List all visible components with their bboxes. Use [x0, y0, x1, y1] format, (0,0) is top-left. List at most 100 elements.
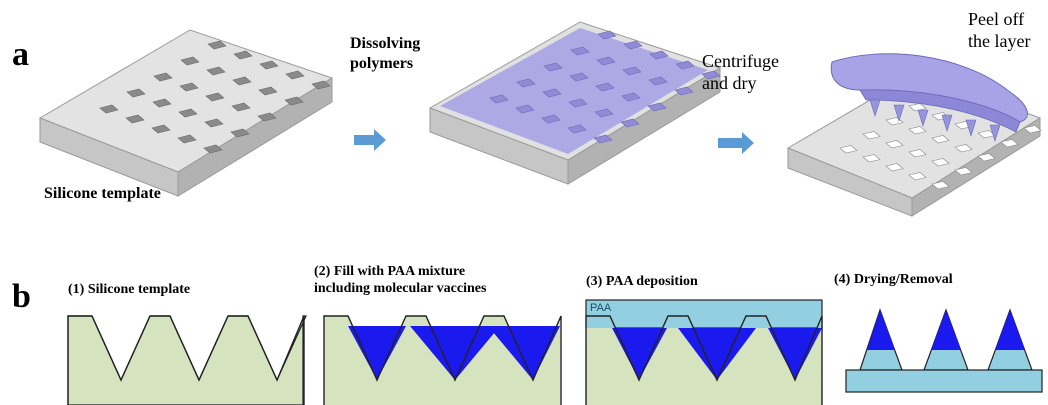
step-1-template: [67, 315, 307, 405]
well: [126, 88, 146, 98]
well: [205, 92, 225, 102]
well: [675, 60, 695, 70]
microneedle: [989, 124, 1001, 143]
paa-layer: [585, 299, 823, 329]
template-wells: [99, 40, 331, 154]
well: [180, 56, 200, 66]
well: [647, 102, 667, 112]
well: [931, 181, 950, 190]
dissolving-polymers-label: Dissolving polymers: [350, 35, 421, 72]
well: [648, 76, 668, 86]
well: [153, 72, 173, 82]
well: [649, 50, 669, 60]
well: [596, 56, 616, 66]
step-1-label: (1) Silicone template: [68, 282, 191, 297]
vaccine-fill-3: [488, 326, 560, 380]
vaccine-fill-3b: [678, 328, 756, 380]
well: [908, 172, 927, 181]
microneedle: [941, 114, 953, 133]
well: [622, 66, 642, 76]
well: [311, 80, 331, 90]
well: [570, 46, 590, 56]
panel-b-letter: b: [12, 278, 31, 315]
paa-tag: PAA: [590, 302, 612, 314]
well: [259, 60, 279, 70]
peeled-template-block: [786, 53, 1042, 217]
well: [594, 108, 614, 118]
microneedle: [965, 119, 977, 138]
well: [977, 153, 996, 162]
well: [954, 144, 973, 153]
well: [621, 92, 641, 102]
well: [597, 30, 617, 40]
centrifuge-dry-label: Centrifuge and dry: [702, 51, 779, 93]
silicone-template-label: Silicone template: [44, 185, 161, 202]
well: [1000, 139, 1019, 148]
well: [515, 104, 535, 114]
well: [908, 103, 927, 112]
well: [595, 82, 615, 92]
well: [284, 96, 304, 106]
well: [543, 62, 563, 72]
well: [620, 118, 640, 128]
step-4-label: (4) Drying/Removal: [834, 272, 953, 287]
peel-off-label: Peel off the layer: [968, 9, 1031, 51]
microneedle-base: [845, 369, 1043, 393]
well: [954, 167, 973, 176]
vaccine-fill-3c: [768, 328, 822, 380]
well: [542, 88, 562, 98]
well: [908, 149, 927, 158]
microneedle: [917, 109, 929, 128]
well: [177, 134, 197, 144]
vaccine-fill-2: [410, 326, 500, 380]
well: [701, 70, 721, 80]
well: [285, 70, 305, 80]
well: [231, 102, 251, 112]
well: [232, 76, 252, 86]
well: [931, 135, 950, 144]
well: [569, 72, 589, 82]
well: [151, 124, 171, 134]
well: [204, 118, 224, 128]
filled-wells: [489, 30, 721, 144]
polymer-filled-block: [428, 21, 722, 185]
step-2-label: (2) Fill with PAA mixture including mole…: [314, 264, 487, 296]
well: [568, 98, 588, 108]
well: [862, 131, 881, 140]
well: [489, 94, 509, 104]
process-arrow-1: [354, 129, 386, 151]
well: [885, 163, 904, 172]
well: [178, 108, 198, 118]
well: [908, 126, 927, 135]
microneedle: [869, 99, 881, 118]
silicone-template-block: [38, 29, 334, 197]
well: [152, 98, 172, 108]
well: [179, 82, 199, 92]
well: [839, 145, 858, 154]
vaccine-fill-3a: [612, 328, 667, 380]
well: [516, 78, 536, 88]
step-3-label: (3) PAA deposition: [586, 274, 698, 289]
well: [1023, 125, 1042, 134]
well: [567, 124, 587, 134]
microneedle-array: [869, 99, 1001, 143]
well: [230, 128, 250, 138]
microneedle: [893, 104, 905, 123]
well: [203, 144, 223, 154]
well: [674, 86, 694, 96]
well: [541, 114, 561, 124]
vaccine-fill-1: [348, 326, 406, 380]
well: [99, 104, 119, 114]
well: [931, 158, 950, 167]
well: [257, 112, 277, 122]
well: [885, 140, 904, 149]
panel-a-letter: a: [12, 36, 29, 73]
well: [125, 114, 145, 124]
process-arrow-2: [718, 132, 754, 154]
well: [206, 66, 226, 76]
well: [233, 50, 253, 60]
well: [623, 40, 643, 50]
well: [258, 86, 278, 96]
